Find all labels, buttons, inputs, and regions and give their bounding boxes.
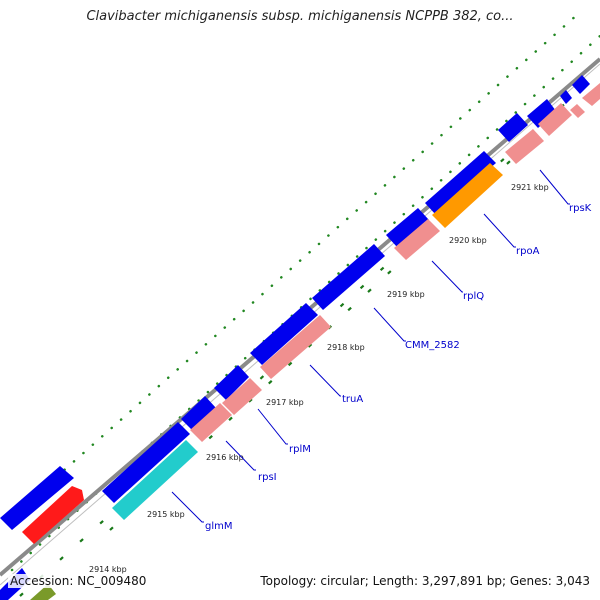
gene-label-rplQ[interactable]: rplQ <box>463 291 484 302</box>
gene-label-rpsI[interactable]: rpsI <box>258 472 277 483</box>
gene-label-glmM[interactable]: glmM <box>205 521 233 532</box>
cds-forward <box>425 151 496 215</box>
tick-label: 2919 kbp <box>387 290 425 299</box>
gc-content-track <box>6 12 600 572</box>
tick-label: 2920 kbp <box>449 236 487 245</box>
cds-pink <box>505 129 544 164</box>
cds-forward <box>181 396 216 431</box>
tick-label: 2916 kbp <box>206 453 244 462</box>
tick-label: 2917 kbp <box>266 398 304 407</box>
forward-strand-track <box>0 75 590 600</box>
cds-forward <box>572 75 590 94</box>
cds-forward <box>560 90 572 104</box>
cds-forward <box>250 303 318 365</box>
footer: Accession: NC_009480 Topology: circular;… <box>0 572 600 592</box>
tick-label: 2921 kbp <box>511 183 549 192</box>
cds-forward <box>102 422 190 503</box>
cds-forward <box>386 208 429 247</box>
map-title: Clavibacter michiganensis subsp. michiga… <box>86 9 514 24</box>
cds-forward <box>214 365 249 400</box>
accession-text: Accession: NC_009480 <box>8 574 149 588</box>
gene-label-leaders <box>171 169 570 523</box>
cds-olive <box>30 584 56 600</box>
gene-label-truA[interactable]: truA <box>342 394 363 405</box>
cds-cyan <box>112 440 198 520</box>
reverse-strand-track <box>22 83 600 600</box>
cds-pink <box>394 219 440 260</box>
gene-label-rpoA[interactable]: rpoA <box>516 246 540 257</box>
scale-ticks: 2914 kbp 2915 kbp 2916 kbp 2917 kbp 2918… <box>89 183 549 574</box>
cds-pink <box>538 103 572 136</box>
gene-label-rplM[interactable]: rplM <box>289 444 311 455</box>
tick-label: 2918 kbp <box>327 343 365 352</box>
tick-label: 2915 kbp <box>147 510 185 519</box>
gene-label-rpsK[interactable]: rpsK <box>569 203 592 214</box>
cds-pink <box>582 83 600 106</box>
cds-forward <box>312 244 385 310</box>
cds-forward <box>498 113 528 142</box>
cds-forward <box>527 99 556 128</box>
tick-label: 2914 kbp <box>89 565 127 574</box>
cds-red <box>22 486 84 544</box>
gc-skew-track <box>19 71 600 597</box>
gene-labels: glmM rpsI rplM truA CMM_2582 rplQ rpoA r… <box>205 203 592 532</box>
genome-summary-text: Topology: circular; Length: 3,297,891 bp… <box>258 574 592 588</box>
cds-forward <box>0 466 74 530</box>
cds-pink <box>260 315 331 379</box>
cds-pink <box>570 104 585 118</box>
cds-pink <box>222 378 262 415</box>
cds-pink <box>190 403 232 442</box>
gene-label-CMM_2582[interactable]: CMM_2582 <box>405 340 460 351</box>
trna-orange <box>432 163 503 228</box>
